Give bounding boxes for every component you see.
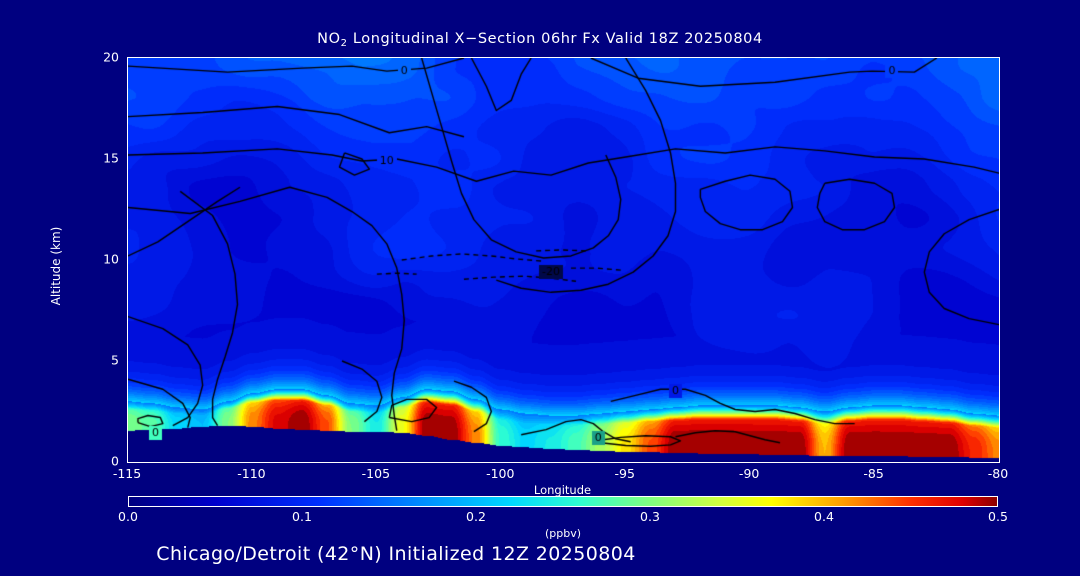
chart-title: NO2 Longitudinal X−Section 06hr Fx Valid…	[0, 31, 1080, 49]
colorbar	[128, 496, 998, 507]
cross-section-plot[interactable]	[127, 57, 1000, 463]
colorbar-ticks: 0.0 0.1 0.2 0.3 0.4 0.5	[118, 509, 1008, 527]
colorbar-gradient	[129, 497, 997, 506]
x-tick-label: -95	[614, 466, 635, 481]
colorbar-tick-label: 0.0	[118, 509, 138, 524]
figure-caption: Chicago/Detroit (42°N) Initialized 12Z 2…	[156, 543, 636, 565]
y-tick-label: 15	[103, 150, 119, 166]
x-tick-label: -90	[738, 466, 760, 481]
title-text: Longitudinal X−Section 06hr Fx Valid 18Z…	[347, 31, 763, 47]
title-species: NO	[317, 31, 341, 47]
x-tick-label: -80	[987, 466, 1009, 481]
y-tick-label: 10	[103, 251, 119, 267]
y-tick-label: 0	[111, 453, 119, 469]
colorbar-tick-label: 0.5	[988, 509, 1008, 524]
x-axis-ticks: -115 -110 -105 -100 -95 -90 -85 -80	[113, 466, 1008, 484]
x-tick-label: -115	[112, 466, 142, 481]
no2-heatmap-canvas	[128, 58, 999, 462]
x-tick-label: -100	[486, 466, 515, 481]
y-axis-ticks: 0 5 10 15 20	[75, 50, 119, 469]
y-tick-label: 20	[103, 49, 119, 65]
x-axis-label: Longitude	[533, 483, 592, 497]
x-tick-label: -105	[361, 466, 391, 481]
colorbar-units-label: (ppbv)	[544, 527, 582, 540]
x-tick-label: -85	[863, 466, 884, 481]
colorbar-tick-label: 0.4	[814, 509, 834, 524]
colorbar-tick-label: 0.2	[466, 509, 486, 524]
colorbar-tick-label: 0.1	[292, 509, 312, 524]
y-tick-label: 5	[111, 352, 119, 368]
x-tick-label: -110	[237, 466, 266, 481]
y-axis-label: Altitude (km)	[49, 226, 63, 306]
colorbar-tick-label: 0.3	[640, 509, 660, 524]
title-subscript: 2	[340, 38, 348, 49]
